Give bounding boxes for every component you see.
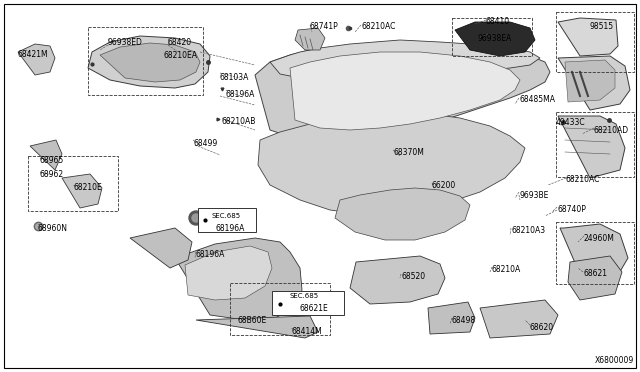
Text: 68421M: 68421M [18, 50, 49, 59]
Polygon shape [130, 228, 192, 268]
Text: 68210EA: 68210EA [163, 51, 197, 60]
Polygon shape [560, 224, 628, 286]
Bar [556, 222, 634, 284]
Bar [272, 291, 344, 315]
Circle shape [189, 211, 203, 225]
Text: 68103A: 68103A [220, 73, 250, 82]
Text: X6800009: X6800009 [595, 356, 634, 365]
Text: 68740P: 68740P [557, 205, 586, 214]
Text: 68210A3: 68210A3 [511, 226, 545, 235]
Text: 68414M: 68414M [291, 327, 322, 336]
Text: 9693BE: 9693BE [519, 191, 548, 200]
Text: SEC.685: SEC.685 [212, 213, 241, 219]
Text: 49433C: 49433C [556, 118, 586, 127]
Polygon shape [258, 112, 525, 215]
Circle shape [276, 296, 288, 308]
Text: 68620: 68620 [530, 323, 554, 332]
Text: 96938ED: 96938ED [108, 38, 143, 47]
Polygon shape [428, 302, 475, 334]
Text: 68960N: 68960N [38, 224, 68, 233]
Bar [28, 156, 118, 211]
Text: 66200: 66200 [432, 181, 456, 190]
Text: 68962: 68962 [40, 170, 64, 179]
Polygon shape [88, 36, 210, 88]
Polygon shape [255, 42, 550, 142]
Bar [198, 208, 256, 232]
Text: 68621E: 68621E [300, 304, 329, 313]
Polygon shape [196, 316, 318, 338]
Text: 96938EA: 96938EA [478, 34, 512, 43]
Text: 68420: 68420 [168, 38, 192, 47]
Text: 68499: 68499 [193, 139, 217, 148]
Circle shape [192, 214, 200, 222]
Text: 68370M: 68370M [393, 148, 424, 157]
Text: 68498: 68498 [452, 316, 476, 325]
Polygon shape [100, 43, 200, 82]
Text: SEC.685: SEC.685 [289, 293, 318, 299]
Text: 68621: 68621 [583, 269, 607, 278]
Polygon shape [290, 52, 520, 130]
Text: 68B60E: 68B60E [237, 316, 266, 325]
Polygon shape [185, 246, 272, 300]
Text: 68410: 68410 [486, 17, 510, 26]
Text: 68196A: 68196A [226, 90, 255, 99]
Polygon shape [558, 116, 625, 178]
Polygon shape [335, 188, 470, 240]
Bar [88, 27, 203, 95]
Bar [556, 112, 634, 177]
Polygon shape [568, 256, 622, 300]
Polygon shape [455, 22, 535, 56]
Text: 68196A: 68196A [216, 224, 245, 233]
Polygon shape [558, 56, 630, 110]
Text: 68210AB: 68210AB [222, 117, 257, 126]
Text: 68196A: 68196A [196, 250, 225, 259]
Text: 68210E: 68210E [73, 183, 102, 192]
Text: 24960M: 24960M [584, 234, 615, 243]
Polygon shape [18, 44, 55, 75]
Polygon shape [270, 40, 540, 78]
Bar [452, 18, 532, 56]
Bar [556, 12, 634, 72]
Text: 68741P: 68741P [310, 22, 339, 31]
Polygon shape [480, 300, 558, 338]
Text: 68210AC: 68210AC [361, 22, 396, 31]
Polygon shape [350, 256, 445, 304]
Text: 68210A: 68210A [492, 265, 521, 274]
Text: 68210AD: 68210AD [594, 126, 629, 135]
Polygon shape [565, 60, 615, 102]
Text: 68210AC: 68210AC [566, 175, 600, 184]
Text: 68520: 68520 [401, 272, 425, 281]
Polygon shape [62, 174, 102, 208]
Text: 68965: 68965 [40, 156, 64, 165]
Polygon shape [175, 238, 302, 320]
Text: 98515: 98515 [590, 22, 614, 31]
Polygon shape [295, 28, 325, 50]
Text: 68485MA: 68485MA [519, 95, 555, 104]
Bar [230, 283, 330, 335]
Polygon shape [558, 18, 618, 56]
Circle shape [273, 293, 291, 311]
Polygon shape [30, 140, 62, 170]
